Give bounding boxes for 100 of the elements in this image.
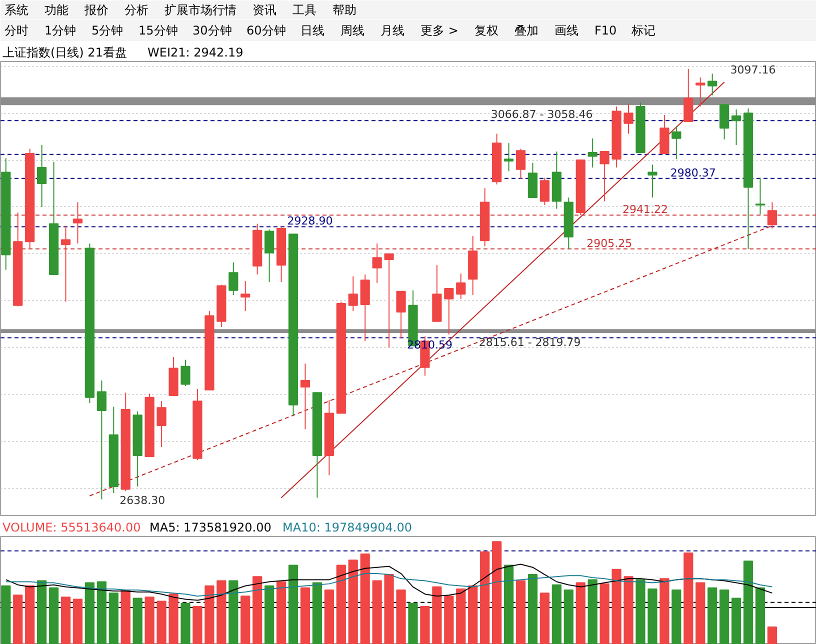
text: 15分钟	[138, 24, 178, 38]
text: 画线	[554, 24, 578, 38]
bar	[108, 592, 118, 644]
bar	[312, 582, 322, 644]
chart-title: 上证指数(日线) 21看盘	[2, 46, 127, 60]
bar	[13, 594, 23, 644]
text: 周线	[340, 24, 364, 38]
bar	[228, 580, 238, 644]
bar	[168, 594, 178, 644]
bar	[336, 564, 346, 644]
bar	[276, 581, 286, 644]
text: MA5: 173581920.00	[150, 520, 272, 534]
bar	[25, 585, 35, 644]
band-label: 2815.61 - 2819.79	[478, 336, 581, 349]
bar	[120, 589, 130, 644]
text: 扩展市场行情	[164, 3, 236, 17]
text: 系统	[4, 3, 28, 17]
candlestick	[624, 103, 634, 134]
text: 30分钟	[192, 24, 232, 38]
bar	[624, 576, 634, 644]
text: MA10: 197849904.00	[282, 520, 412, 534]
bar	[84, 582, 95, 644]
bar	[360, 553, 370, 644]
text: 更多 >	[420, 24, 458, 38]
bar	[37, 580, 47, 644]
band-label: 3066.87 - 3058.46	[490, 108, 593, 122]
bar	[612, 568, 622, 644]
text: 1分钟	[44, 24, 76, 38]
text: 分时	[4, 24, 28, 38]
candlestick	[96, 380, 106, 500]
text: 月线	[380, 24, 404, 38]
candlestick	[180, 359, 190, 387]
bar	[444, 596, 454, 644]
text: 功能	[44, 3, 68, 17]
text: 分析	[124, 3, 148, 17]
annotation: 3097.16	[730, 63, 776, 76]
text: F10	[594, 24, 617, 38]
ref-line-label: 2928.90	[287, 214, 333, 228]
bar	[216, 580, 226, 644]
text: 帮助	[332, 3, 356, 17]
bar	[708, 587, 718, 644]
candlestick	[384, 253, 394, 348]
bar	[636, 579, 646, 644]
bar	[288, 564, 298, 644]
candlestick	[755, 177, 766, 215]
bar	[72, 598, 83, 644]
bar	[252, 576, 262, 644]
bar	[408, 602, 418, 644]
bar	[576, 582, 586, 644]
candlestick	[719, 104, 730, 140]
bar	[396, 589, 406, 644]
bar	[588, 579, 598, 644]
bar	[144, 596, 154, 644]
bar	[600, 583, 610, 644]
bar	[384, 574, 394, 644]
candlestick	[37, 144, 47, 208]
bar	[96, 581, 106, 644]
bar	[504, 564, 514, 644]
text: 资讯	[252, 3, 276, 17]
annotation: 2638.30	[120, 494, 166, 507]
bar	[324, 589, 334, 644]
bar	[492, 541, 502, 644]
candlestick	[348, 276, 358, 312]
bar	[180, 602, 190, 644]
candlestick	[588, 138, 598, 168]
bar	[60, 596, 71, 644]
text: 报价	[84, 3, 108, 17]
bar	[672, 589, 682, 644]
candlestick	[767, 202, 778, 229]
bar	[300, 587, 310, 644]
bar	[767, 626, 778, 644]
bar	[204, 585, 214, 644]
bar	[468, 585, 478, 644]
bar	[719, 589, 730, 644]
candlestick	[264, 228, 274, 282]
candlestick	[156, 400, 166, 448]
text: 标记	[630, 24, 656, 38]
bar	[480, 551, 490, 644]
bar	[564, 589, 574, 644]
bar	[372, 580, 382, 644]
text: 叠加	[514, 24, 538, 38]
bar	[420, 606, 430, 644]
candlestick	[456, 273, 466, 300]
candlestick	[300, 363, 310, 430]
candlestick	[372, 243, 382, 284]
bar	[456, 588, 466, 644]
bar	[156, 600, 166, 644]
candlestick	[516, 148, 526, 180]
bar	[264, 585, 274, 644]
candlestick	[731, 108, 742, 146]
ref-line-label: 2905.25	[586, 236, 632, 250]
candlestick	[540, 177, 550, 206]
bar	[731, 598, 742, 644]
candlestick	[60, 225, 71, 302]
candlestick	[672, 126, 682, 160]
candlestick	[600, 151, 610, 202]
candlestick	[504, 142, 514, 172]
candlestick	[648, 164, 658, 198]
ref-line-label: 2941.22	[622, 203, 668, 216]
candlestick	[708, 73, 718, 96]
